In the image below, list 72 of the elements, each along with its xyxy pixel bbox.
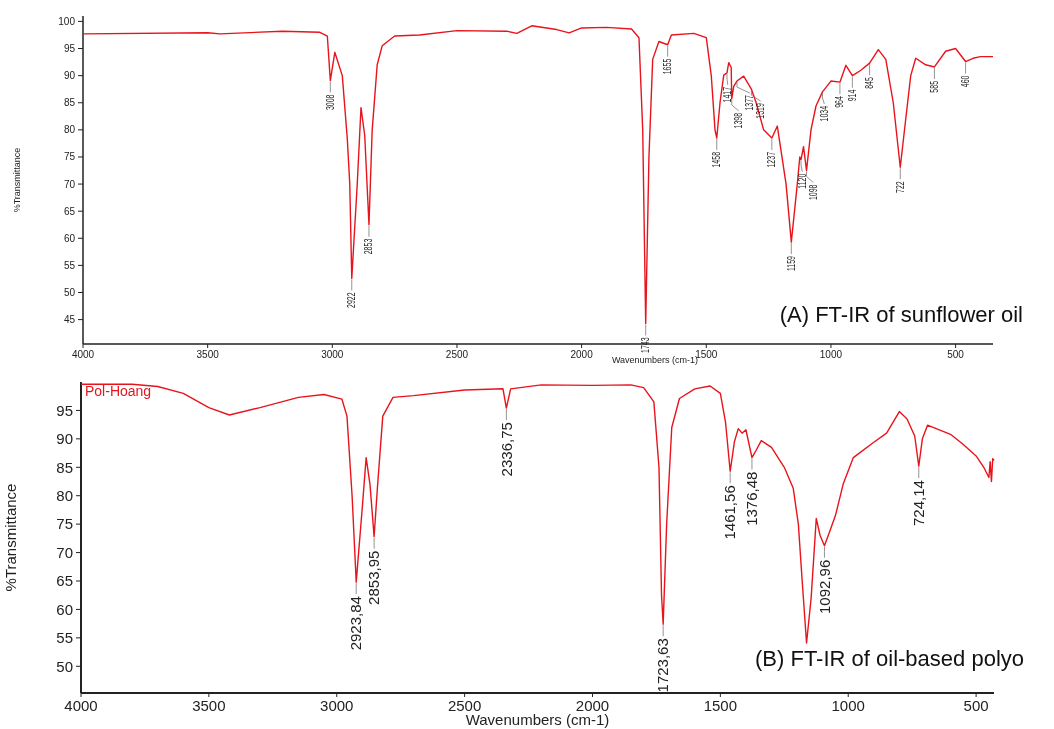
y-tick-label: 50 (56, 657, 73, 675)
text: (B) FT-IR of oil-based polyo (755, 646, 1024, 671)
annotation: 1398 (732, 112, 745, 129)
x-tick-label: 3500 (192, 697, 226, 714)
annotation: 964 (834, 95, 846, 108)
annotation: 3008 (324, 94, 337, 111)
y-tick-label: 85 (63, 97, 76, 109)
annotation: 1319 (754, 103, 767, 119)
annotation: 914 (846, 89, 859, 102)
annotation: 2923,84 (347, 596, 365, 651)
annotation: 2853 (363, 238, 375, 255)
annotation: 1461,56 (721, 485, 739, 540)
annotation: 585 (928, 80, 941, 93)
annotation: 2336,75 (497, 422, 515, 477)
annotation: 1655 (661, 58, 674, 75)
y-axis-title: %Transmittance (2, 483, 19, 592)
x-tick-label: 3000 (321, 349, 344, 360)
y-tick-label: 70 (63, 178, 76, 190)
y-tick-label: 100 (58, 15, 76, 27)
y-tick-label: 75 (63, 151, 76, 163)
x-tick-label: 2500 (445, 349, 469, 360)
y-tick-label: 55 (56, 629, 73, 647)
annotation: 722 (894, 181, 907, 193)
annotation: 1098 (807, 184, 820, 201)
annotation: 460 (959, 75, 972, 88)
annotation: 1377 (743, 94, 756, 111)
y-tick-label: 75 (56, 515, 73, 533)
y-tick-label: 55 (63, 259, 76, 271)
x-tick-label: 4000 (71, 349, 95, 360)
y-tick-label: 80 (56, 486, 73, 504)
y-tick-label: 80 (63, 124, 76, 136)
y-tick-label: 90 (63, 70, 76, 82)
annotation: 1458 (710, 151, 723, 168)
y-tick-label: 95 (63, 43, 76, 55)
text: (A) FT-IR of sunflower oil (779, 302, 1023, 327)
y-tick-label: 90 (56, 430, 73, 448)
y-tick-label: 50 (63, 287, 76, 298)
y-tick-label: 85 (56, 458, 73, 476)
x-tick-label: 500 (947, 349, 965, 360)
series-label: Pol-Hoang (85, 383, 152, 399)
annotation: 2922 (345, 292, 358, 308)
annotation: 2853,95 (365, 550, 383, 605)
annotation: 1376,48 (743, 471, 761, 526)
y-tick-label: 95 (56, 401, 73, 419)
x-tick-label: 2500 (447, 697, 482, 714)
annotation: 1159 (785, 255, 798, 272)
y-tick-label: 60 (56, 600, 73, 618)
annotation: 1092,96 (815, 559, 833, 614)
annotation: 1417 (721, 86, 734, 103)
x-tick-label: 2000 (575, 697, 610, 714)
annotation: 1237 (766, 151, 778, 168)
y-tick-label: 65 (63, 205, 76, 217)
y-tick-label: 60 (63, 232, 76, 244)
y-tick-label: 65 (56, 572, 73, 590)
annotation: 724,14 (910, 480, 928, 527)
annotation: 1034 (818, 105, 831, 122)
x-tick-label: 1000 (831, 697, 865, 714)
x-tick-label: 4000 (64, 697, 98, 714)
x-tick-label: 500 (963, 697, 989, 714)
line-series (82, 25, 994, 325)
y-tick-label: 45 (63, 314, 76, 326)
annotation: 1723,63 (654, 638, 672, 693)
x-tick-label: 1500 (703, 697, 738, 714)
y-axis-title: %Transmittance (12, 147, 22, 213)
annotation: 845 (863, 77, 876, 89)
x-tick-label: 3000 (320, 697, 354, 714)
x-tick-label: 3500 (196, 349, 220, 360)
x-tick-label: 1000 (819, 349, 843, 360)
y-tick-label: 70 (56, 543, 73, 561)
x-axis-title: Wavenumbers (cm-1) (465, 711, 610, 728)
annotation: 1120 (796, 173, 809, 189)
x-tick-label: 2000 (570, 349, 594, 360)
